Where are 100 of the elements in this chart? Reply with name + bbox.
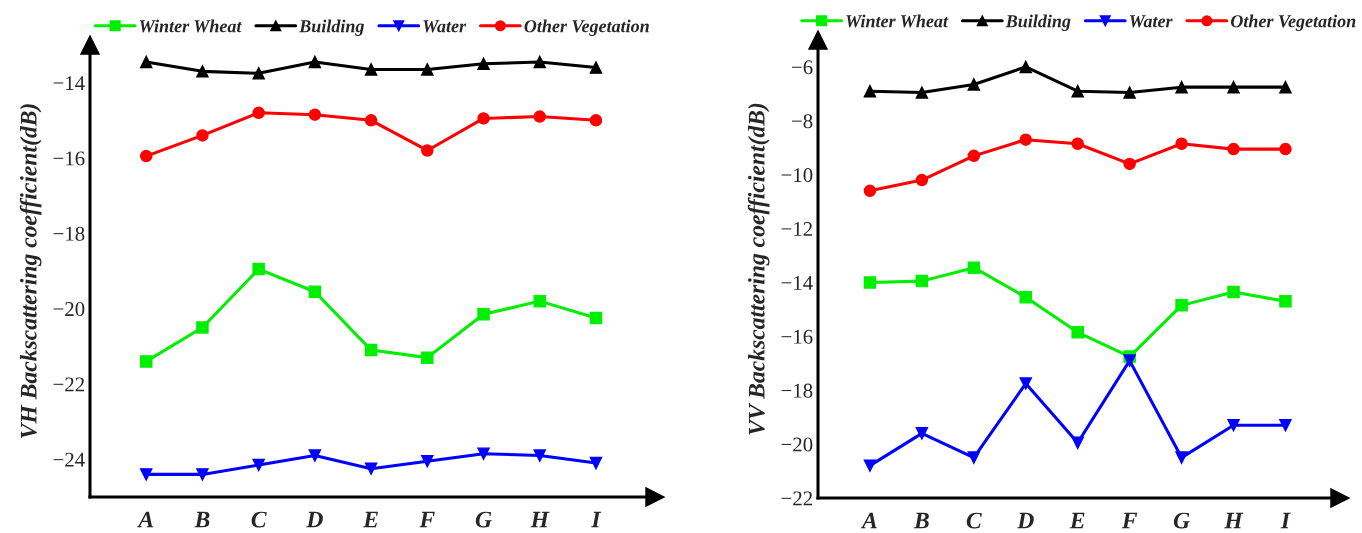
point [477, 308, 490, 321]
point [139, 355, 153, 368]
point [967, 451, 981, 464]
point [1175, 451, 1188, 464]
point [589, 114, 603, 127]
point [477, 112, 490, 125]
point [477, 57, 490, 71]
point [364, 343, 378, 357]
point [967, 261, 981, 274]
x-tick-label: G [1173, 512, 1190, 529]
y-tick-label: −6 [792, 60, 813, 75]
x-tick-label: B [194, 511, 210, 528]
point [863, 184, 877, 198]
point [421, 144, 434, 157]
x-tick-label: E [363, 511, 378, 528]
y-axis-title: VH Backscattering coefficient(dB) [19, 104, 42, 438]
point [589, 61, 603, 74]
y-tick-label: −18 [53, 226, 85, 241]
point [1227, 80, 1240, 94]
point [477, 447, 490, 460]
point [252, 66, 265, 80]
y-tick-label: −14 [53, 76, 85, 90]
point [1019, 377, 1033, 390]
point [1019, 60, 1033, 74]
point [308, 108, 322, 121]
y-tick-label: −20 [781, 437, 813, 452]
x-tick-label: I [591, 511, 602, 528]
point [308, 285, 322, 298]
point [915, 427, 929, 440]
point [1071, 137, 1084, 150]
point [1123, 354, 1136, 367]
legend-label: Building [1005, 14, 1071, 31]
point [1123, 86, 1136, 99]
x-tick-label: A [860, 512, 877, 529]
point [1227, 142, 1240, 156]
point [364, 462, 378, 476]
point [533, 55, 547, 69]
legend-label: Other Vegetation [1230, 14, 1356, 31]
point [252, 106, 265, 120]
x-tick-label: G [475, 511, 492, 528]
y-tick-label: −24 [53, 452, 85, 467]
point [1227, 419, 1240, 432]
x-tick-label: C [966, 512, 982, 529]
point [139, 468, 153, 481]
y-tick-label: −16 [53, 151, 85, 166]
point [139, 149, 153, 163]
y-tick-label: −8 [792, 114, 813, 129]
point [1019, 133, 1033, 146]
point [364, 63, 378, 76]
legend-label: Other Vegetation [524, 19, 649, 36]
point [1279, 419, 1292, 432]
legend-label: Building [299, 19, 364, 36]
y-tick-label: −12 [781, 222, 812, 236]
y-tick-label: −22 [781, 491, 812, 506]
y-tick-label: −10 [781, 168, 813, 183]
y-tick-label: −14 [781, 275, 813, 290]
point [533, 294, 547, 308]
point [589, 311, 603, 325]
point [1071, 436, 1084, 450]
x-tick-label: F [1121, 512, 1138, 529]
point [1279, 295, 1292, 308]
point [1175, 299, 1188, 312]
y-tick-label: −20 [53, 302, 85, 317]
point [421, 351, 434, 364]
point [308, 449, 322, 462]
x-tick-label: H [530, 511, 550, 528]
y-tick-label: −18 [781, 383, 813, 398]
point [589, 456, 603, 470]
x-tick-label: B [913, 512, 929, 529]
point [252, 458, 265, 472]
point [364, 114, 378, 127]
y-axis-title: VV Backscattering coefficient(dB) [747, 103, 770, 435]
x-tick-label: C [251, 511, 267, 528]
legend-label: Winter Wheat [846, 14, 949, 28]
point [1227, 285, 1240, 299]
point [196, 321, 209, 334]
point [863, 459, 877, 472]
point [967, 78, 981, 91]
point [196, 129, 209, 142]
point [421, 63, 434, 76]
point [967, 149, 981, 163]
x-tick-label: D [306, 511, 323, 528]
legend-label: Water [423, 20, 467, 33]
point [308, 55, 322, 69]
point [1123, 157, 1136, 171]
x-tick-label: F [419, 511, 435, 528]
point [1019, 291, 1033, 304]
point [1071, 326, 1084, 339]
point [1175, 80, 1188, 94]
point [252, 262, 265, 276]
point [196, 468, 209, 481]
point [863, 276, 877, 289]
y-tick-label: −16 [781, 329, 813, 344]
x-tick-label: E [1069, 512, 1085, 529]
legend-label: Water [1129, 15, 1173, 28]
point [196, 65, 209, 78]
point [1279, 80, 1292, 94]
point [1071, 84, 1084, 98]
x-tick-label: H [1224, 512, 1244, 529]
point [533, 110, 547, 123]
